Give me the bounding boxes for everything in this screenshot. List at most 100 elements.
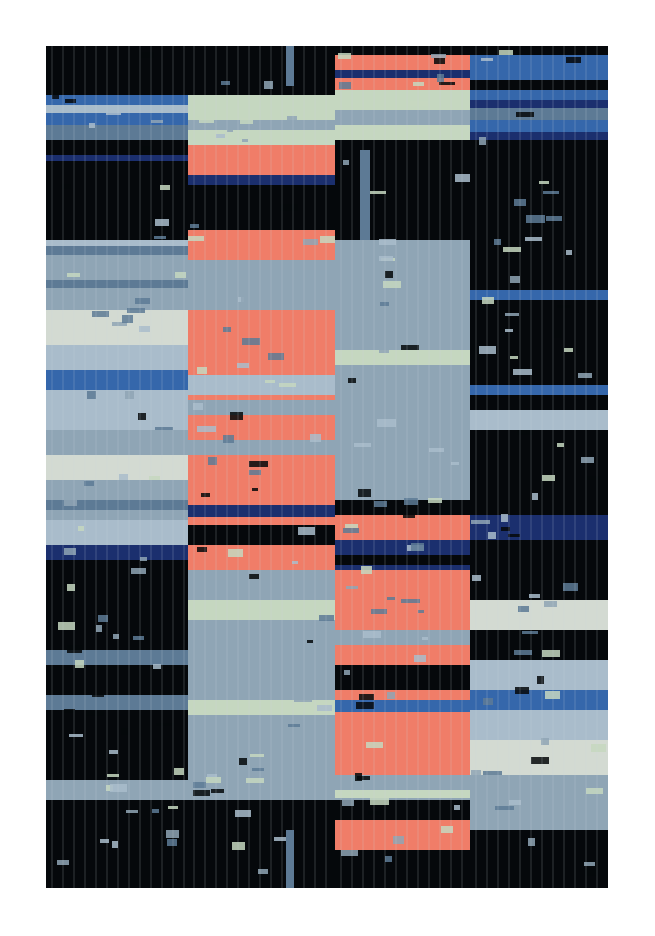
fragment: [197, 547, 207, 552]
fragment: [87, 391, 96, 399]
band: [335, 790, 470, 798]
fragment: [339, 82, 351, 89]
fragment: [566, 250, 572, 255]
fragment: [374, 501, 387, 507]
fragment: [197, 426, 216, 432]
fragment: [385, 856, 392, 862]
band: [188, 46, 335, 95]
fragment: [175, 272, 186, 278]
fragment: [320, 236, 336, 243]
fragment: [542, 475, 555, 481]
fragment: [377, 321, 390, 327]
band: [46, 240, 188, 246]
fragment: [517, 430, 533, 435]
fragment: [557, 443, 564, 447]
fragment: [385, 271, 393, 278]
band: [470, 775, 608, 830]
band: [46, 545, 188, 560]
fragment: [483, 698, 493, 705]
fragment: [361, 566, 372, 574]
fragment: [531, 757, 549, 764]
fragment: [249, 461, 268, 467]
fragment: [131, 568, 146, 574]
fragment: [109, 750, 118, 754]
fragment: [557, 305, 571, 308]
fragment: [119, 474, 128, 480]
fragment: [135, 298, 150, 304]
fragment: [370, 191, 386, 194]
band: [470, 830, 608, 888]
fragment: [232, 842, 245, 850]
fragment: [401, 599, 420, 603]
fragment: [586, 788, 603, 794]
band: [46, 500, 188, 510]
fragment: [193, 782, 206, 788]
fragment: [581, 457, 594, 463]
fragment: [481, 58, 493, 61]
fragment: [501, 514, 508, 522]
fragment: [379, 256, 393, 261]
fragment: [546, 216, 562, 221]
fragment: [278, 686, 286, 693]
band: [188, 400, 335, 415]
band: [335, 555, 470, 565]
fragment: [152, 809, 159, 813]
band: [46, 695, 188, 710]
fragment: [52, 91, 59, 99]
fragment: [138, 413, 146, 420]
fragment: [141, 52, 154, 58]
fragment: [348, 378, 356, 383]
band: [46, 310, 188, 345]
fragment: [488, 532, 496, 539]
fragment: [317, 705, 332, 711]
fragment: [341, 850, 358, 856]
fragment: [280, 204, 298, 211]
fragment: [510, 356, 518, 359]
fragment: [454, 805, 460, 810]
band: [46, 430, 188, 455]
fragment: [84, 481, 94, 486]
fragment: [266, 571, 277, 577]
fragment: [252, 488, 258, 491]
band: [335, 600, 470, 630]
band: [46, 370, 188, 390]
fragment: [403, 515, 415, 518]
fragment: [439, 82, 455, 85]
fragment: [393, 836, 404, 844]
fragment: [370, 404, 381, 412]
fragment: [404, 498, 418, 505]
fragment: [249, 574, 259, 579]
fragment: [379, 350, 389, 353]
fragment: [494, 239, 501, 245]
fragment: [483, 771, 502, 775]
band: [188, 120, 335, 130]
fragment: [188, 236, 204, 241]
fragment: [107, 774, 119, 777]
fragment: [428, 498, 442, 503]
band: [46, 665, 188, 695]
fragment: [235, 810, 251, 817]
fragment: [193, 790, 210, 796]
fragment: [78, 526, 84, 531]
band: [470, 600, 608, 630]
fragment: [100, 839, 109, 843]
fragment: [529, 594, 540, 598]
band: [46, 710, 188, 780]
band: [470, 290, 608, 300]
fragment: [358, 489, 371, 497]
fragment: [418, 610, 424, 613]
band: [46, 455, 188, 480]
fragment: [578, 373, 592, 378]
fragment: [206, 777, 221, 783]
fragment: [96, 625, 102, 632]
band: [46, 280, 188, 288]
fragment: [61, 184, 71, 189]
fragment: [368, 811, 381, 815]
fragment: [208, 457, 217, 465]
band: [335, 110, 470, 125]
fragment: [228, 549, 243, 557]
fragment: [414, 655, 426, 662]
band: [335, 350, 470, 365]
fragment: [501, 527, 510, 531]
fragment: [190, 224, 199, 228]
